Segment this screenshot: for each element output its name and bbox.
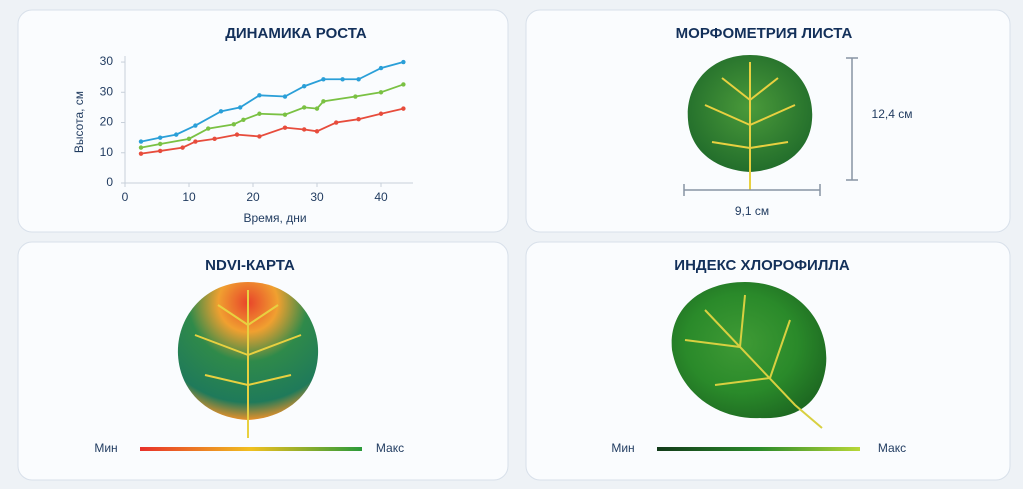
data-point [174,132,179,137]
dimension-lines [683,57,858,196]
x-tick-label: 30 [310,190,324,204]
data-point [257,134,262,139]
data-point [334,120,339,125]
data-point [282,125,288,130]
data-point [378,65,384,71]
height-label: 12,4 см [872,107,913,121]
data-point [138,139,144,144]
data-point [282,112,288,117]
data-point [401,82,406,87]
data-point [257,93,262,98]
data-point [206,126,211,131]
data-point [302,127,307,132]
data-point [238,105,243,110]
data-point [138,145,144,150]
leaf-veins [704,62,796,190]
data-point [401,59,406,65]
data-point [314,129,320,134]
x-tick-label: 0 [122,190,129,204]
data-point [180,145,185,150]
chart-title: ДИНАМИКА РОСТА [225,25,367,42]
width-label: 9,1 см [735,204,769,218]
scale-min: Мин [611,441,634,455]
data-point [218,109,224,114]
panel [17,9,509,233]
y-tick-label: 20 [100,115,114,129]
data-point [193,139,198,144]
y-tick-label: 30 [100,54,114,68]
data-point [302,84,307,89]
data-point [158,148,163,154]
y-tick-label: 30 [100,84,114,98]
data-point [378,111,384,116]
data-point [193,123,198,128]
data-point [282,94,288,99]
scale-max: Макс [376,441,404,455]
data-point [356,116,361,122]
data-point [212,136,217,142]
data-point [321,77,326,82]
data-point [353,94,358,99]
data-point [314,106,320,111]
data-point [401,106,406,111]
y-tick-label: 10 [100,145,114,159]
color-scale [140,447,362,451]
data-point [241,117,246,123]
x-tick-label: 40 [374,190,388,204]
data-point [321,99,326,104]
panel-title: МОРФОМЕТРИЯ ЛИСТА [676,25,853,42]
color-scale [657,447,860,451]
panel-title: NDVI-КАРТА [205,257,295,274]
leaf-veins [194,290,302,438]
data-point [158,141,163,147]
x-axis-label: Время, дни [243,211,306,225]
data-point [234,132,240,137]
data-point [138,151,144,156]
data-point [378,90,384,95]
series-line [140,83,404,149]
series-line [140,107,404,155]
y-tick-label: 0 [106,175,113,189]
scale-min: Мин [94,441,117,455]
x-tick-label: 20 [246,190,260,204]
y-axis-label: Высота, см [72,91,86,153]
leaf-veins [684,294,823,429]
data-point [158,135,163,140]
x-tick-label: 10 [182,190,196,204]
scale-max: Макс [878,441,906,455]
series-line [140,61,404,143]
panel-title: ИНДЕКС ХЛОРОФИЛЛА [674,257,850,274]
data-point [302,105,307,110]
data-point [340,77,345,82]
data-point [186,136,192,142]
data-point [257,111,262,116]
data-point [356,77,361,82]
data-point [231,122,236,127]
